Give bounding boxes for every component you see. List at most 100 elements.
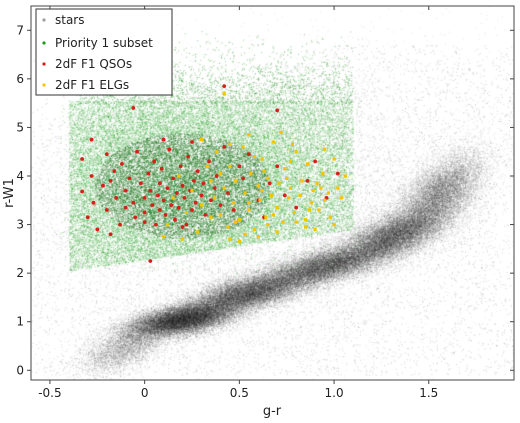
qso-point (120, 162, 124, 166)
y-tick-label: 5 (16, 120, 24, 134)
qso-point (190, 140, 194, 144)
elg-point (340, 196, 344, 200)
elg-point (215, 150, 219, 154)
legend-marker-stars (42, 18, 46, 22)
qso-point (133, 215, 138, 220)
qso-point (80, 189, 84, 194)
elg-point (266, 176, 270, 180)
qso-point (231, 208, 236, 212)
legend: stars Priority 1 subset 2dF F1 QSOs 2dF … (35, 8, 173, 96)
qso-point (127, 176, 132, 181)
elg-point (294, 220, 298, 224)
elg-point (313, 227, 317, 231)
elg-point (232, 201, 236, 205)
qso-point (131, 106, 136, 110)
qso-point (212, 186, 217, 191)
elg-point (228, 237, 232, 241)
qso-point (169, 203, 174, 208)
legend-label-2df-f1-elgs: 2dF F1 ELGs (55, 78, 129, 92)
elg-point (228, 164, 232, 168)
x-axis: -0.5 0 0.5 1.0 1.5 (38, 6, 438, 400)
elg-point (180, 237, 185, 241)
qso-point (173, 217, 177, 222)
elg-point (165, 223, 169, 227)
qso-point (89, 174, 94, 178)
elg-point (281, 220, 285, 224)
qso-point (95, 227, 100, 232)
qso-point (275, 164, 280, 169)
elg-point (311, 189, 315, 193)
elg-point (283, 167, 287, 171)
elg-point (177, 174, 181, 178)
legend-label-2df-f1-qsos: 2dF F1 QSOs (55, 57, 132, 71)
elg-point (321, 172, 325, 176)
qso-point (186, 154, 191, 159)
qso-point (174, 191, 179, 195)
elg-point (252, 155, 257, 159)
qso-point (156, 193, 160, 198)
qso-point (241, 176, 246, 181)
y-tick-label: 1 (16, 315, 24, 329)
elg-point (287, 196, 291, 200)
elg-point (249, 172, 253, 176)
elg-point (328, 215, 332, 219)
qso-point (171, 176, 176, 181)
y-tick-label: 7 (16, 23, 24, 37)
qso-point (282, 193, 287, 198)
x-tick-label: 1.5 (419, 386, 438, 400)
elg-point (290, 142, 294, 146)
qso-point (335, 171, 340, 176)
qso-point (180, 225, 185, 229)
qso-point (157, 208, 162, 212)
elg-point (323, 198, 327, 202)
qso-point (142, 210, 147, 215)
elg-point (190, 189, 194, 193)
qso-point (313, 159, 317, 164)
elg-point (260, 189, 264, 193)
elg-point (304, 225, 308, 229)
elg-point (285, 176, 289, 180)
qso-point (163, 213, 168, 217)
elg-point (300, 179, 304, 183)
elg-point (317, 208, 321, 212)
elg-point (288, 186, 293, 190)
qso-point (218, 203, 223, 208)
qso-point (89, 137, 94, 142)
elg-point (332, 223, 336, 227)
elg-point (209, 215, 213, 219)
elg-point (332, 157, 336, 161)
y-tick-label: 3 (16, 218, 24, 232)
elg-point (277, 181, 281, 185)
legend-box (35, 8, 173, 96)
qso-point (167, 147, 172, 152)
elg-point (256, 235, 260, 239)
elg-point (171, 196, 175, 200)
elg-point (243, 191, 247, 195)
elg-point (304, 218, 308, 222)
qso-point (150, 203, 155, 208)
elg-point (298, 193, 302, 197)
elg-point (336, 186, 340, 190)
elg-point (222, 91, 226, 95)
qso-point (178, 164, 183, 169)
qso-point (275, 108, 280, 113)
elg-point (196, 230, 200, 234)
qso-point (118, 222, 122, 227)
series-2df-f1-qsos (80, 84, 340, 263)
qso-point (123, 205, 128, 210)
legend-marker-priority-1-subset (42, 41, 46, 45)
y-tick-label: 4 (16, 169, 24, 183)
elg-point (292, 210, 296, 214)
qso-point (123, 188, 128, 193)
elg-point (264, 215, 268, 219)
elg-point (243, 232, 247, 236)
elg-point (234, 220, 238, 224)
elg-point (184, 210, 188, 214)
elg-point (237, 240, 241, 244)
qso-point (180, 183, 185, 188)
qso-point (159, 166, 164, 171)
qso-point (101, 183, 105, 188)
legend-marker-2df-f1-elgs (42, 83, 46, 87)
qso-point (104, 208, 109, 212)
